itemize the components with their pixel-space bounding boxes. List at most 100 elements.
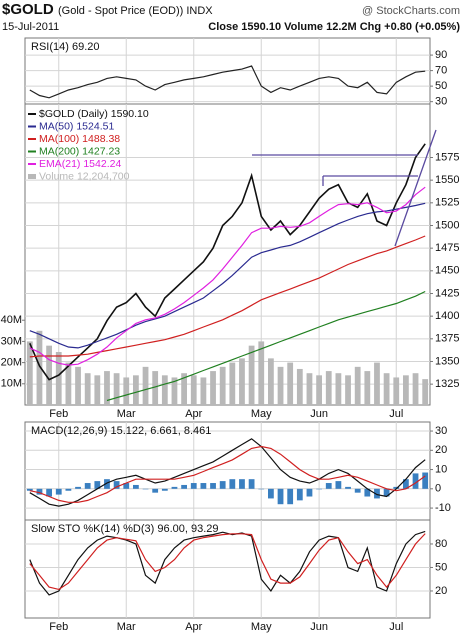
bar	[104, 371, 110, 405]
bar	[403, 479, 409, 489]
bar	[94, 375, 101, 405]
y-tick-label: 80	[435, 538, 447, 550]
bar	[268, 488, 274, 499]
bar	[181, 484, 187, 489]
y-tick-label: 10	[435, 463, 447, 475]
bar	[374, 488, 380, 499]
site: @ StockCharts.com	[362, 5, 460, 17]
series-line	[29, 143, 426, 381]
bar	[335, 373, 342, 405]
bar	[268, 358, 274, 405]
panel-title: Slow STO %K(14) %D(3) 96.00, 93.29	[31, 523, 219, 535]
x-tick-label: Mar	[117, 408, 136, 420]
x-tick-label: Feb	[49, 621, 68, 633]
x-tick-label: Jul	[389, 408, 403, 420]
y-tick-label: 50	[435, 80, 447, 92]
bar	[345, 486, 351, 489]
bar	[364, 488, 371, 497]
y-tick-label: 1375	[435, 333, 459, 345]
bar	[412, 473, 419, 489]
bar	[306, 488, 313, 497]
y-tick-label: 0	[435, 483, 441, 495]
trendlines	[252, 129, 437, 247]
bar	[171, 377, 178, 405]
bar	[123, 377, 130, 405]
series-line	[29, 530, 426, 596]
bar	[113, 481, 120, 489]
bar	[75, 486, 81, 489]
bar	[133, 484, 139, 489]
x-tick-label: May	[251, 621, 272, 633]
y-tick-label: 1500	[435, 219, 459, 231]
panel-title: RSI(14) 69.20	[31, 41, 99, 53]
bar	[296, 368, 303, 405]
bar	[84, 483, 91, 489]
y-tick-label: 1350	[435, 355, 459, 367]
legend-label: MA(50) 1524.51	[39, 120, 114, 132]
bar	[412, 373, 419, 405]
panel-frame	[24, 519, 431, 619]
y2-tick-label: 40M	[1, 314, 22, 326]
panel-frame	[24, 103, 431, 406]
bar	[65, 362, 72, 405]
series-line	[29, 445, 426, 503]
bar	[123, 483, 130, 489]
bar	[36, 330, 43, 405]
y-tick-label: 1400	[435, 310, 459, 322]
bar	[325, 371, 332, 405]
y2-tick-label: 20M	[1, 357, 22, 369]
y-tick-label: -10	[435, 502, 451, 514]
bar	[26, 488, 33, 491]
y-tick-label: 30	[435, 425, 447, 437]
y-tick-label: 70	[435, 65, 447, 77]
bar	[239, 479, 245, 489]
x-tick-label: Jun	[310, 621, 328, 633]
bar	[277, 488, 284, 505]
bar	[354, 488, 361, 493]
bar	[210, 371, 216, 405]
legend-label: MA(100) 1488.38	[39, 133, 120, 145]
bar	[190, 375, 197, 405]
bar	[374, 362, 380, 405]
bar	[161, 488, 168, 491]
x-tick-label: Apr	[185, 408, 202, 420]
bar	[345, 375, 351, 405]
subtitle: (Gold - Spot Price (EOD)) INDX	[58, 5, 213, 17]
bar	[393, 377, 400, 405]
series-line	[29, 533, 426, 591]
series-line	[106, 290, 426, 402]
bar	[258, 488, 265, 490]
bar	[316, 488, 322, 490]
x-tick-label: Jul	[389, 621, 403, 633]
bar	[113, 373, 120, 405]
bar	[94, 481, 101, 489]
bar	[296, 488, 303, 501]
bar	[104, 479, 110, 489]
series-line	[29, 186, 426, 366]
quote-info: Close 1590.10 Volume 12.2M Chg +0.80 (+0…	[208, 21, 460, 33]
series-line	[29, 202, 426, 349]
y-tick-label: 1575	[435, 151, 459, 163]
series-line	[29, 235, 426, 358]
y-tick-label: 1450	[435, 265, 459, 277]
date: 15-Jul-2011	[2, 21, 59, 33]
bar	[55, 488, 62, 495]
bar	[422, 472, 429, 489]
bar	[219, 366, 226, 405]
panel-title: MACD(12,26,9) 15.122, 6.661, 8.461	[31, 425, 211, 437]
bar	[383, 488, 390, 497]
legend-label: $GOLD (Daily) 1590.10	[39, 108, 149, 120]
y-tick-label: 1550	[435, 174, 459, 186]
bar	[403, 375, 409, 405]
bar	[354, 366, 361, 405]
y-tick-label: 50	[435, 561, 447, 573]
bar	[171, 486, 178, 489]
y-tick-label: 20	[435, 585, 447, 597]
bar	[210, 483, 216, 489]
bar	[65, 488, 72, 491]
bar	[190, 483, 197, 489]
bar	[335, 481, 342, 489]
y-tick-label: 1475	[435, 242, 459, 254]
